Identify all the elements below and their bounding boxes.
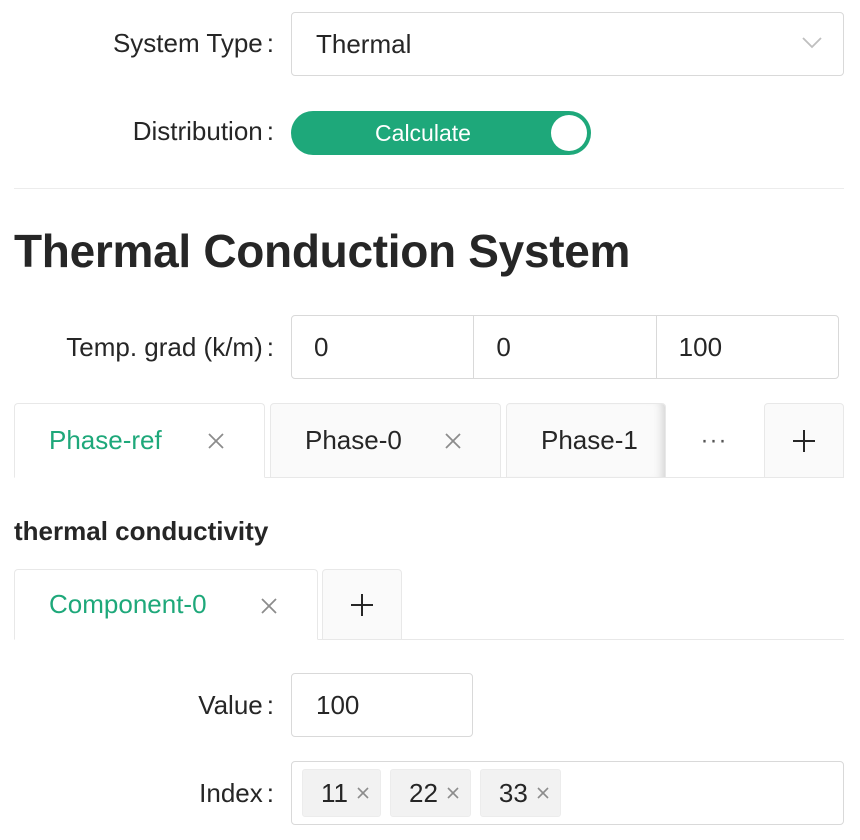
label-colon: : <box>266 28 274 58</box>
close-icon[interactable] <box>356 786 370 800</box>
index-tag-select[interactable]: 11 22 33 <box>291 761 844 825</box>
tab-label: Phase-ref <box>49 425 162 455</box>
tab-phase-0[interactable]: Phase-0 <box>270 403 501 478</box>
temp-grad-input-x[interactable]: 0 <box>292 316 475 378</box>
divider <box>14 188 844 189</box>
value-label-text: Value <box>198 690 263 720</box>
add-phase-button[interactable] <box>764 403 844 478</box>
close-icon[interactable] <box>536 786 550 800</box>
close-icon[interactable] <box>260 597 278 615</box>
switch-text: Calculate <box>375 119 471 146</box>
system-type-label: System Type: <box>113 28 274 59</box>
close-icon[interactable] <box>444 432 462 450</box>
temp-grad-input-z[interactable]: 100 <box>678 331 723 362</box>
tag-label: 33 <box>498 777 528 808</box>
add-component-button[interactable] <box>322 569 402 640</box>
label-colon: : <box>266 690 274 720</box>
tab-phase-1[interactable]: Phase-1 <box>506 403 666 478</box>
close-icon[interactable] <box>207 432 225 450</box>
index-tag: 22 <box>390 769 471 817</box>
tab-phase-ref[interactable]: Phase-ref <box>14 403 265 478</box>
label-colon: : <box>266 778 274 808</box>
index-tag: 33 <box>479 769 561 817</box>
distribution-label-text: Distribution <box>132 116 263 146</box>
temp-grad-input-y[interactable]: 0 <box>474 316 657 378</box>
plus-icon <box>351 593 373 616</box>
tab-component-0[interactable]: Component-0 <box>14 569 318 640</box>
label-colon: : <box>266 116 274 146</box>
tab-label: Phase-1 <box>541 425 638 455</box>
tag-label: 22 <box>409 777 438 808</box>
switch-knob <box>551 115 587 151</box>
distribution-switch[interactable]: Calculate <box>291 111 591 155</box>
distribution-label: Distribution: <box>133 116 274 147</box>
system-type-value: Thermal <box>316 28 412 59</box>
close-icon[interactable] <box>446 786 460 800</box>
index-label: Index: <box>199 778 274 809</box>
more-tabs-button[interactable]: ··· <box>668 403 760 478</box>
property-title: thermal conductivity <box>14 516 269 546</box>
component-tabbar-line <box>14 639 844 640</box>
chevron-down-icon <box>802 37 822 49</box>
tab-label: Phase-0 <box>305 425 402 455</box>
tag-label: 11 <box>321 777 348 808</box>
plus-icon <box>793 429 815 452</box>
index-label-text: Index <box>199 778 263 808</box>
temp-grad-label: Temp. grad (k/m): <box>66 332 274 363</box>
section-title: Thermal Conduction System <box>14 225 631 277</box>
ellipsis-icon: ··· <box>700 426 728 454</box>
value-label: Value: <box>198 690 274 721</box>
value-input[interactable]: 100 <box>291 673 473 737</box>
system-type-select[interactable]: Thermal <box>291 12 844 76</box>
index-tag: 11 <box>302 769 381 817</box>
temp-grad-inputs: 0 0 100 <box>291 315 839 379</box>
temp-grad-label-text: Temp. grad (k/m) <box>66 332 263 362</box>
label-colon: : <box>266 332 274 362</box>
tab-label: Component-0 <box>49 589 207 619</box>
system-type-label-text: System Type <box>112 28 263 58</box>
